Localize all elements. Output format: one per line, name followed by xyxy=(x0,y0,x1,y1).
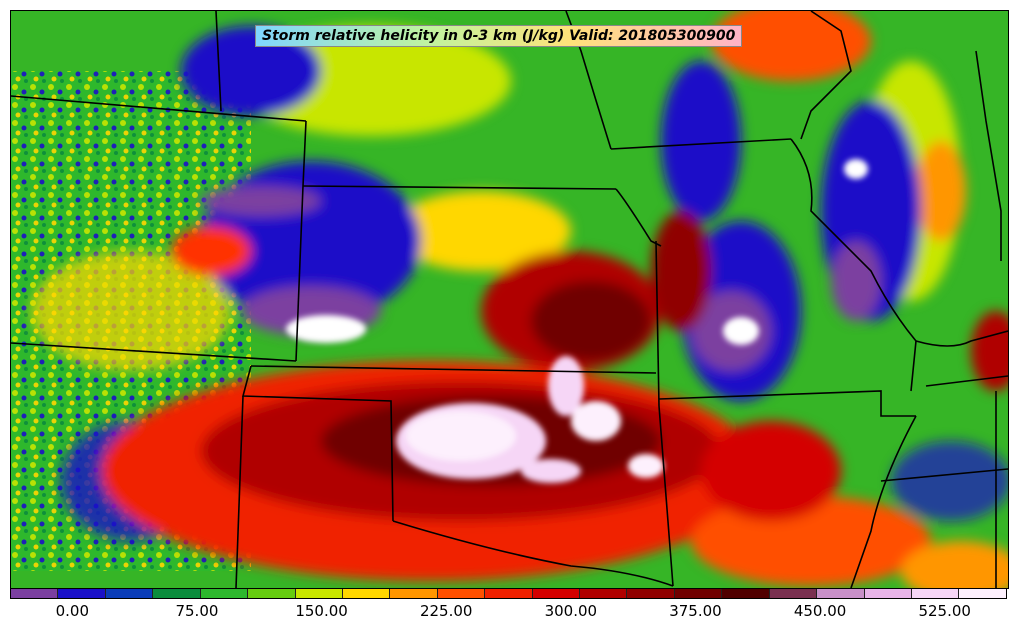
colorbar-segment xyxy=(959,589,1006,598)
field-blue-nw xyxy=(181,26,321,116)
colorbar-segment xyxy=(342,589,391,598)
boundary-ne-east xyxy=(615,188,662,247)
field-red-kansas-core xyxy=(531,281,651,361)
colorbar-tick-label: 75.00 xyxy=(175,602,219,620)
boundary-co-ks-west xyxy=(295,185,304,362)
field-yellow-west xyxy=(31,251,231,371)
map-field xyxy=(11,11,1008,588)
field-red-far-east xyxy=(971,311,1008,391)
colorbar-tick-label: 225.00 xyxy=(419,602,473,620)
colorbar-segment xyxy=(153,589,201,598)
colorbar-labels: 0.00 75.00 150.00 225.00 300.00 375.00 450.00 5… xyxy=(10,602,1007,624)
max-center-white xyxy=(571,401,621,441)
max-oklahoma-white xyxy=(406,411,516,461)
boundary-ia-mo xyxy=(610,138,792,150)
max-illinois-white xyxy=(844,159,868,179)
boundary-wy-co-ne xyxy=(11,95,307,122)
field-red-west xyxy=(171,226,251,276)
colorbar-segment xyxy=(485,589,533,598)
boundary-il-in xyxy=(975,50,1002,261)
colorbar-segment xyxy=(105,589,154,598)
map-title: Storm relative helicity in 0-3 km (J/kg)… xyxy=(255,25,743,47)
colorbar-segment xyxy=(817,589,865,598)
field-red-tennessee xyxy=(901,541,1008,588)
colorbar-segment xyxy=(437,589,486,598)
colorbar xyxy=(10,588,1007,599)
colorbar-segment xyxy=(248,589,296,598)
boundary-ky-tn xyxy=(925,375,1008,387)
boundary-ar-ms xyxy=(850,415,917,588)
colorbar-tick-label: 525.00 xyxy=(918,602,971,620)
boundary-wy-east xyxy=(215,11,222,112)
field-red-arkansas xyxy=(701,421,841,521)
field-blue-iowa xyxy=(661,61,741,221)
field-orange-east xyxy=(916,141,966,241)
boundary-ks-ok xyxy=(250,365,657,374)
boundary-ks-mo xyxy=(655,240,660,407)
boundary-ok-ar xyxy=(658,405,674,587)
field-yellow-center xyxy=(391,191,571,271)
colorbar-tick-label: 0.00 xyxy=(55,602,90,620)
colorbar-segment xyxy=(200,589,249,598)
boundary-co-south xyxy=(11,342,297,362)
colorbar-segment xyxy=(58,589,106,598)
colorbar-tick-label: 150.00 xyxy=(295,602,348,620)
max-kansas-white xyxy=(286,315,366,343)
boundary-co-ne xyxy=(302,120,307,187)
boundary-ohio-river xyxy=(915,330,1008,347)
colorbar-segment xyxy=(722,589,770,598)
state-boundaries xyxy=(11,11,1008,588)
colorbar-segment xyxy=(390,589,438,598)
colorbar-tick-label: 300.00 xyxy=(544,602,598,620)
field-blue-south xyxy=(891,441,1008,521)
field-orange-north xyxy=(711,11,871,81)
colorbar-segment xyxy=(11,589,59,598)
colorbar-segment xyxy=(769,589,818,598)
colorbar-segment xyxy=(532,589,581,598)
colorbar-segment xyxy=(627,589,675,598)
colorbar-segment xyxy=(674,589,723,598)
boundary-mo-ar xyxy=(658,390,916,417)
boundary-ok-tx xyxy=(392,520,674,587)
max-oklahoma-tail xyxy=(521,459,581,483)
boundary-ar-south xyxy=(880,468,1008,482)
boundary-ne-ks xyxy=(302,185,617,190)
max-missouri-white xyxy=(723,317,759,345)
boundary-mn-ia xyxy=(565,11,612,150)
boundary-mississippi xyxy=(790,138,917,392)
boundary-nm-tx xyxy=(235,395,244,588)
boundary-wi-il xyxy=(800,11,852,140)
max-east-white xyxy=(628,454,664,478)
field-purple-illinois xyxy=(831,241,881,321)
colorbar-segment xyxy=(295,589,343,598)
field-red-ks-mo xyxy=(651,211,711,331)
helicity-map: Storm relative helicity in 0-3 km (J/kg)… xyxy=(10,10,1009,589)
colorbar-segment xyxy=(864,589,913,598)
field-purple-band xyxy=(201,186,321,216)
colorbar-segment xyxy=(912,589,960,598)
colorbar-tick-label: 375.00 xyxy=(669,602,722,620)
boundary-ok-panhandle xyxy=(241,365,394,522)
colorbar-tick-label: 450.00 xyxy=(793,602,847,620)
colorbar-segment xyxy=(580,589,628,598)
